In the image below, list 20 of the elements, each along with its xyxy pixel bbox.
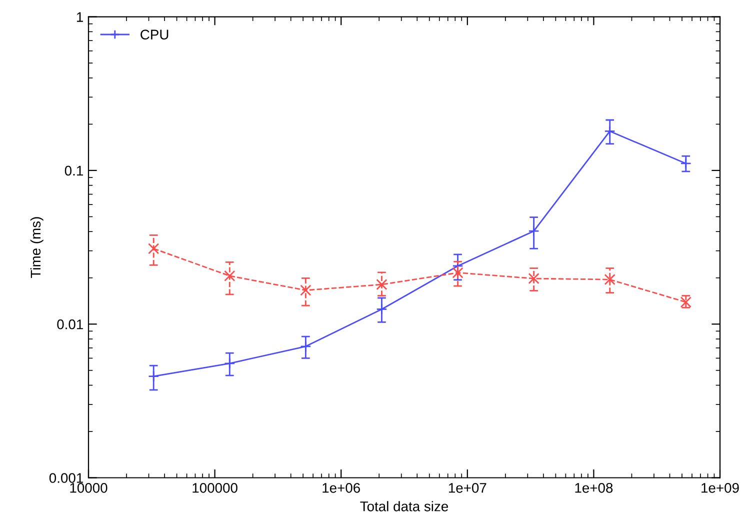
y-tick-label: 0.01: [57, 319, 83, 330]
point: [300, 284, 312, 296]
point: [528, 272, 540, 284]
legend-label: CPU: [140, 30, 168, 40]
point: [604, 274, 616, 286]
x-tick-label: 10000: [70, 482, 108, 493]
x-tick-label: 1e+06: [322, 482, 360, 493]
x-tick-label: 1e+08: [575, 482, 613, 493]
point: [224, 270, 236, 282]
y-tick-label: 0.1: [64, 166, 83, 176]
point: [148, 243, 160, 254]
x-axis-title: Total data size: [360, 501, 448, 512]
y-tick-label: 0.001: [49, 473, 83, 483]
x-tick-label: 1e+09: [702, 482, 739, 493]
y-tick-label: 1: [76, 12, 83, 22]
point: [452, 267, 464, 278]
x-tick-label: 100000: [192, 482, 238, 493]
y-axis-title: Time (ms): [30, 217, 44, 278]
x-tick-label: 1e+07: [448, 482, 486, 493]
point: [376, 278, 388, 290]
